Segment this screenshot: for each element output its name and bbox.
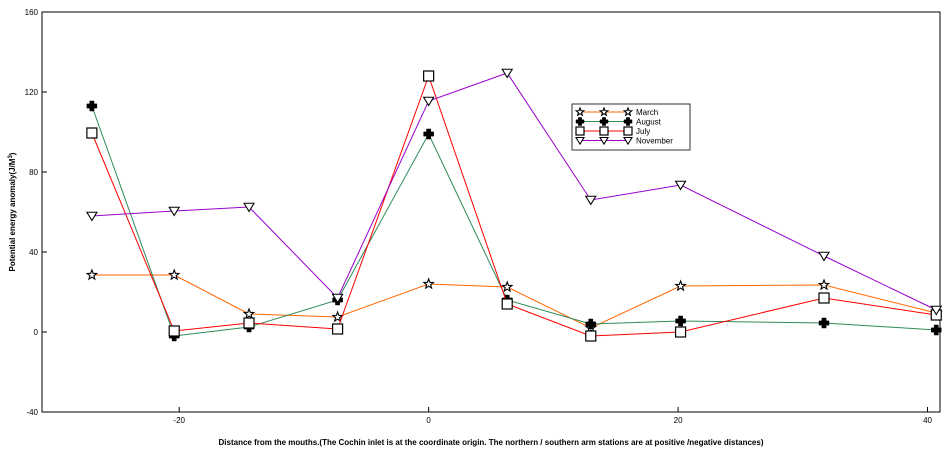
data-point-plus [623,117,633,126]
data-point-plus [818,317,830,329]
data-point-triangle [168,206,181,217]
data-point-triangle [623,136,633,146]
x-tick-label: 20 [674,416,683,425]
data-point-star [242,307,256,320]
x-tick-label: 0 [426,416,431,425]
data-point-triangle [85,211,98,222]
data-point-triangle [422,96,435,107]
legend-item: November [575,136,673,146]
y-axis-title: Potential energy anomaly(J/M3) [8,152,17,271]
legend-item: March [574,106,658,117]
y-tick-label: 120 [25,88,39,97]
data-point-star [622,106,634,117]
data-point-star [500,280,514,293]
y-tick-label: -40 [26,408,38,417]
series-november [85,68,943,316]
y-tick-label: 0 [34,328,39,337]
x-tick-label: 40 [923,416,932,425]
data-point-triangle [584,195,597,206]
data-point-star [674,279,687,292]
series-line-august [91,105,937,337]
data-point-plus [931,324,942,336]
data-point-square [168,325,180,337]
data-point-triangle [599,136,609,146]
data-point-square [585,330,597,342]
data-point-triangle [930,305,943,316]
y-tick-label: 40 [29,248,38,257]
series-line-march [91,274,937,329]
data-point-triangle [501,68,514,79]
data-point-square [86,127,98,139]
data-point-square [575,126,585,136]
data-point-square [423,70,435,82]
axes: -40 0 40 80 120 160 -20 0 20 40 [25,8,933,425]
data-point-star [85,268,99,281]
data-point-plus [575,117,585,126]
data-point-star [574,106,586,117]
data-point-star [422,277,435,290]
y-tick-label: 160 [25,8,39,17]
data-point-triangle [331,293,344,304]
data-point-square [599,126,609,136]
data-point-plus [599,117,609,126]
y-axis-title-sup: 3 [8,155,14,159]
data-point-plus [585,318,597,330]
data-point-square [818,292,830,304]
y-axis-title-close: ) [8,152,17,155]
data-point-star [167,268,181,281]
x-tick-label: -20 [173,416,185,425]
series-july [86,70,942,342]
legend-item: July [575,126,650,136]
x-axis-title: Distance from the mouths.(The Cochin inl… [219,438,764,447]
series-layer [85,68,943,342]
data-point-triangle [674,180,687,191]
data-point-square [243,317,255,329]
series-august [86,100,942,342]
y-axis-title-main: Potential energy anomaly(J/M [8,158,17,271]
data-point-triangle [575,136,585,146]
data-point-square [501,298,513,310]
series-line-july [91,74,937,337]
data-point-star [598,106,610,117]
data-point-star [817,278,831,291]
data-point-square [674,326,687,338]
data-point-triangle [243,202,256,213]
data-point-triangle [818,251,830,262]
y-tick-label: 80 [29,168,38,177]
plot-frame [41,11,941,413]
data-point-plus [423,128,434,140]
series-line-november [91,72,937,311]
legend-label: August [636,118,662,127]
data-point-square [623,126,633,136]
legend-label: March [636,108,658,117]
data-point-plus [675,315,686,327]
data-point-plus [86,100,98,112]
data-point-star [331,310,344,323]
legend-item: August [575,117,662,127]
data-point-square [331,323,344,335]
legend-label: November [636,137,673,146]
legend-label: July [636,127,650,136]
